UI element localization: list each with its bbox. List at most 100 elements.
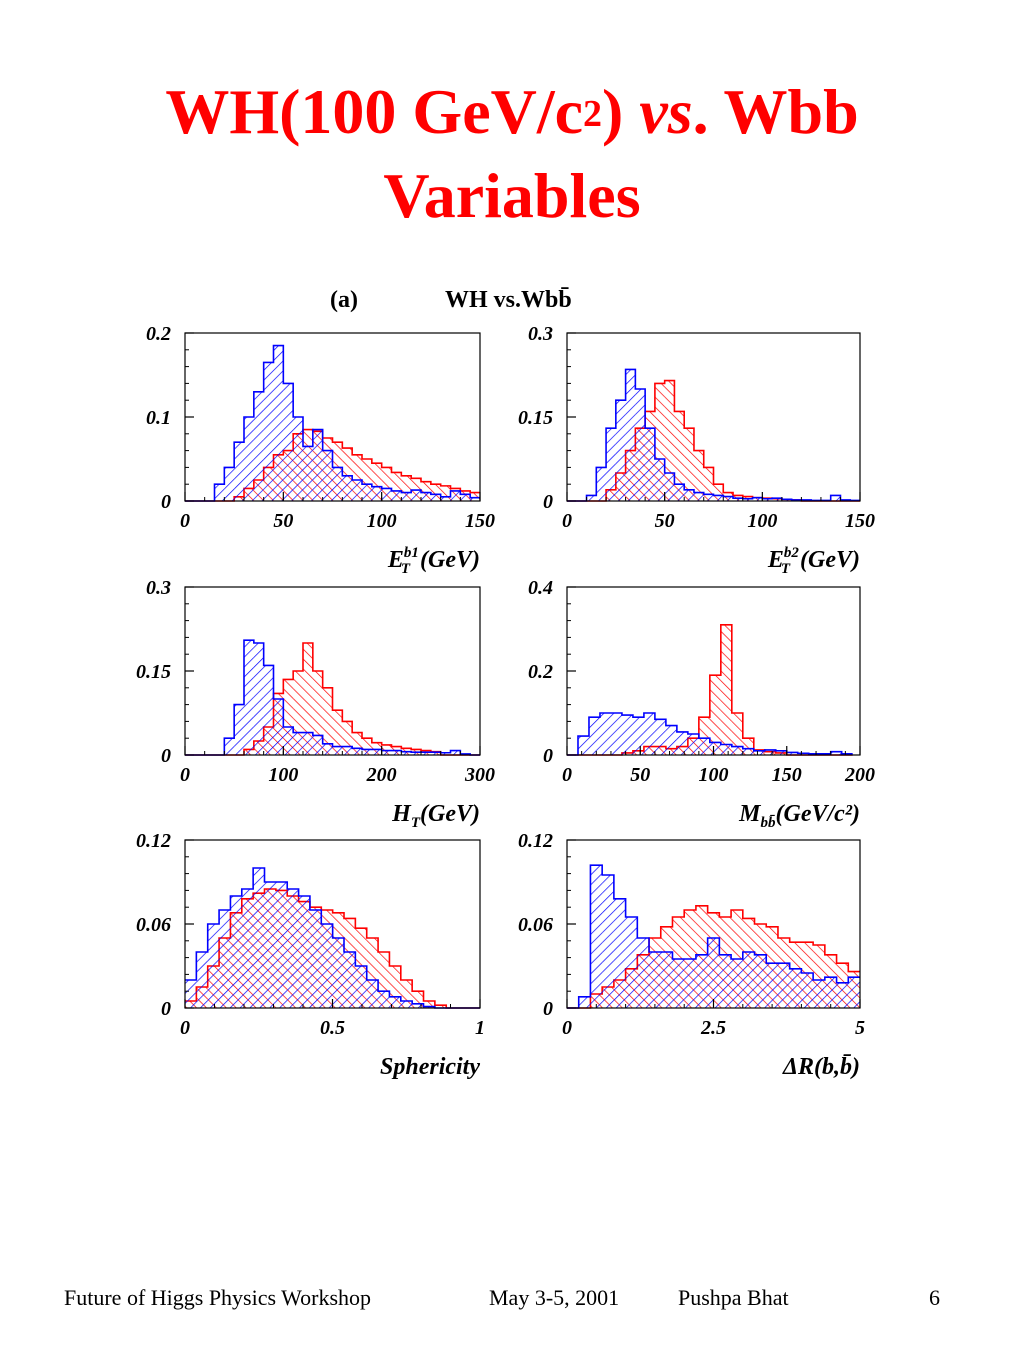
histogram-bin bbox=[332, 938, 345, 1008]
histogram-bin bbox=[430, 484, 441, 501]
histogram-bin bbox=[321, 924, 333, 1008]
histogram-bin bbox=[470, 497, 480, 501]
histogram-bin bbox=[731, 713, 743, 755]
x-axis-title: Sphericity bbox=[380, 1054, 480, 1080]
histogram-bin bbox=[362, 749, 372, 755]
y-tick-label: 0 bbox=[543, 998, 553, 1020]
histogram-bin bbox=[599, 713, 611, 755]
histogram-bin bbox=[637, 938, 650, 1008]
histogram-bin bbox=[632, 717, 644, 755]
histogram-bin bbox=[264, 882, 276, 1008]
histogram-bin bbox=[742, 738, 754, 755]
histogram-bin bbox=[635, 389, 646, 501]
histogram-bin bbox=[693, 450, 704, 501]
histogram-bin bbox=[684, 428, 694, 501]
title-line-2: Variables bbox=[383, 160, 641, 231]
chart-panel-6: 0 0.06 0.12 0 2.5 5 ΔR(b,b̄) bbox=[518, 830, 865, 1080]
x-axis-title: HT(GeV) bbox=[391, 801, 480, 831]
y-tick-label: 0.2 bbox=[146, 323, 171, 345]
histogram-bin bbox=[625, 369, 636, 501]
histogram-bin bbox=[649, 952, 661, 1008]
series-wbb bbox=[185, 639, 480, 756]
x-tick-label: 200 bbox=[366, 764, 397, 786]
histogram-bin bbox=[588, 717, 600, 755]
histogram-bin bbox=[234, 442, 244, 501]
x-tick-label: 100 bbox=[699, 764, 729, 786]
slide-title: WH(100 GeV/c2) vs. Wbb Variables bbox=[0, 70, 1024, 238]
histogram-bin bbox=[293, 417, 303, 501]
histogram-bin bbox=[344, 952, 356, 1008]
histogram-bin bbox=[303, 446, 313, 501]
histogram-bin bbox=[801, 973, 814, 1008]
histogram-bin bbox=[654, 719, 666, 755]
histogram-bin bbox=[287, 889, 299, 1008]
x-tick-label: 0 bbox=[562, 1017, 572, 1039]
histogram-bin bbox=[207, 924, 220, 1008]
x-tick-label: 0.5 bbox=[320, 1017, 345, 1039]
histogram-bin bbox=[813, 980, 825, 1008]
histogram-bin bbox=[283, 727, 294, 755]
y-tick-label: 0 bbox=[161, 745, 171, 767]
x-tick-label: 5 bbox=[855, 1017, 865, 1039]
histogram-outline bbox=[185, 639, 480, 756]
histogram-bin bbox=[342, 721, 353, 755]
histogram-bin bbox=[590, 865, 603, 1008]
histogram-bin bbox=[401, 475, 412, 501]
histogram-bin bbox=[322, 687, 333, 755]
y-tick-label: 0.1 bbox=[146, 407, 171, 429]
histogram-bin bbox=[244, 417, 254, 501]
histogram-bin bbox=[742, 498, 753, 501]
histogram-bin bbox=[781, 499, 792, 501]
histogram-bin bbox=[733, 498, 743, 501]
series-wbb bbox=[567, 368, 860, 502]
histogram-bin bbox=[253, 868, 265, 1008]
chart-panel-4: 0 0.2 0.4 0 50 100 150 200 Mbb̄(GeV/c²) bbox=[528, 577, 875, 831]
y-tick-label: 0.12 bbox=[136, 830, 171, 852]
histogram-bin bbox=[674, 411, 685, 501]
histogram-bin bbox=[253, 643, 264, 755]
histogram-outline bbox=[567, 712, 853, 756]
y-tick-label: 0.15 bbox=[136, 661, 171, 683]
histogram-bin bbox=[709, 675, 721, 755]
x-tick-label: 100 bbox=[268, 764, 298, 786]
histogram-bin bbox=[283, 679, 294, 755]
y-tick-label: 0 bbox=[543, 491, 553, 513]
y-tick-label: 0.3 bbox=[528, 323, 553, 345]
histogram-bin bbox=[230, 896, 242, 1008]
title-line-1: WH(100 GeV/c2) vs. Wbb bbox=[0, 70, 1024, 154]
histogram-bin bbox=[293, 671, 303, 755]
histogram-bin bbox=[322, 743, 333, 755]
histogram-bin bbox=[244, 640, 254, 755]
histogram-bin bbox=[654, 383, 665, 501]
title-superscript: 2 bbox=[583, 93, 603, 135]
histogram-bin bbox=[606, 428, 616, 501]
histogram-bin bbox=[577, 736, 589, 755]
y-tick-label: 0 bbox=[161, 998, 171, 1020]
histogram-bin bbox=[654, 459, 665, 501]
x-tick-label: 100 bbox=[747, 510, 777, 532]
y-tick-label: 0.06 bbox=[518, 914, 553, 936]
histogram-bin bbox=[430, 494, 441, 501]
x-tick-label: 0 bbox=[180, 1017, 190, 1039]
histogram-bin bbox=[412, 1003, 424, 1008]
histogram-bin bbox=[352, 748, 362, 755]
x-tick-label: 150 bbox=[772, 764, 802, 786]
histogram-bin bbox=[698, 738, 710, 755]
histogram-outline bbox=[185, 867, 480, 1009]
x-tick-label: 50 bbox=[655, 510, 675, 532]
title-paren: ) bbox=[602, 76, 640, 147]
histogram-bin bbox=[400, 1001, 413, 1008]
x-tick-label: 1 bbox=[475, 1017, 485, 1039]
histogram-bin bbox=[263, 362, 274, 501]
histogram-bin bbox=[366, 980, 379, 1008]
x-tick-label: 300 bbox=[464, 764, 495, 786]
series-wbb bbox=[185, 867, 480, 1009]
histogram-bin bbox=[423, 1001, 435, 1008]
histogram-bin bbox=[400, 980, 413, 1008]
histogram-bin bbox=[421, 492, 431, 501]
histogram-bin bbox=[660, 952, 673, 1008]
histogram-bin bbox=[664, 473, 675, 501]
histogram-bin bbox=[742, 952, 755, 1008]
histogram-bin bbox=[352, 480, 362, 501]
y-tick-label: 0.4 bbox=[528, 577, 553, 599]
